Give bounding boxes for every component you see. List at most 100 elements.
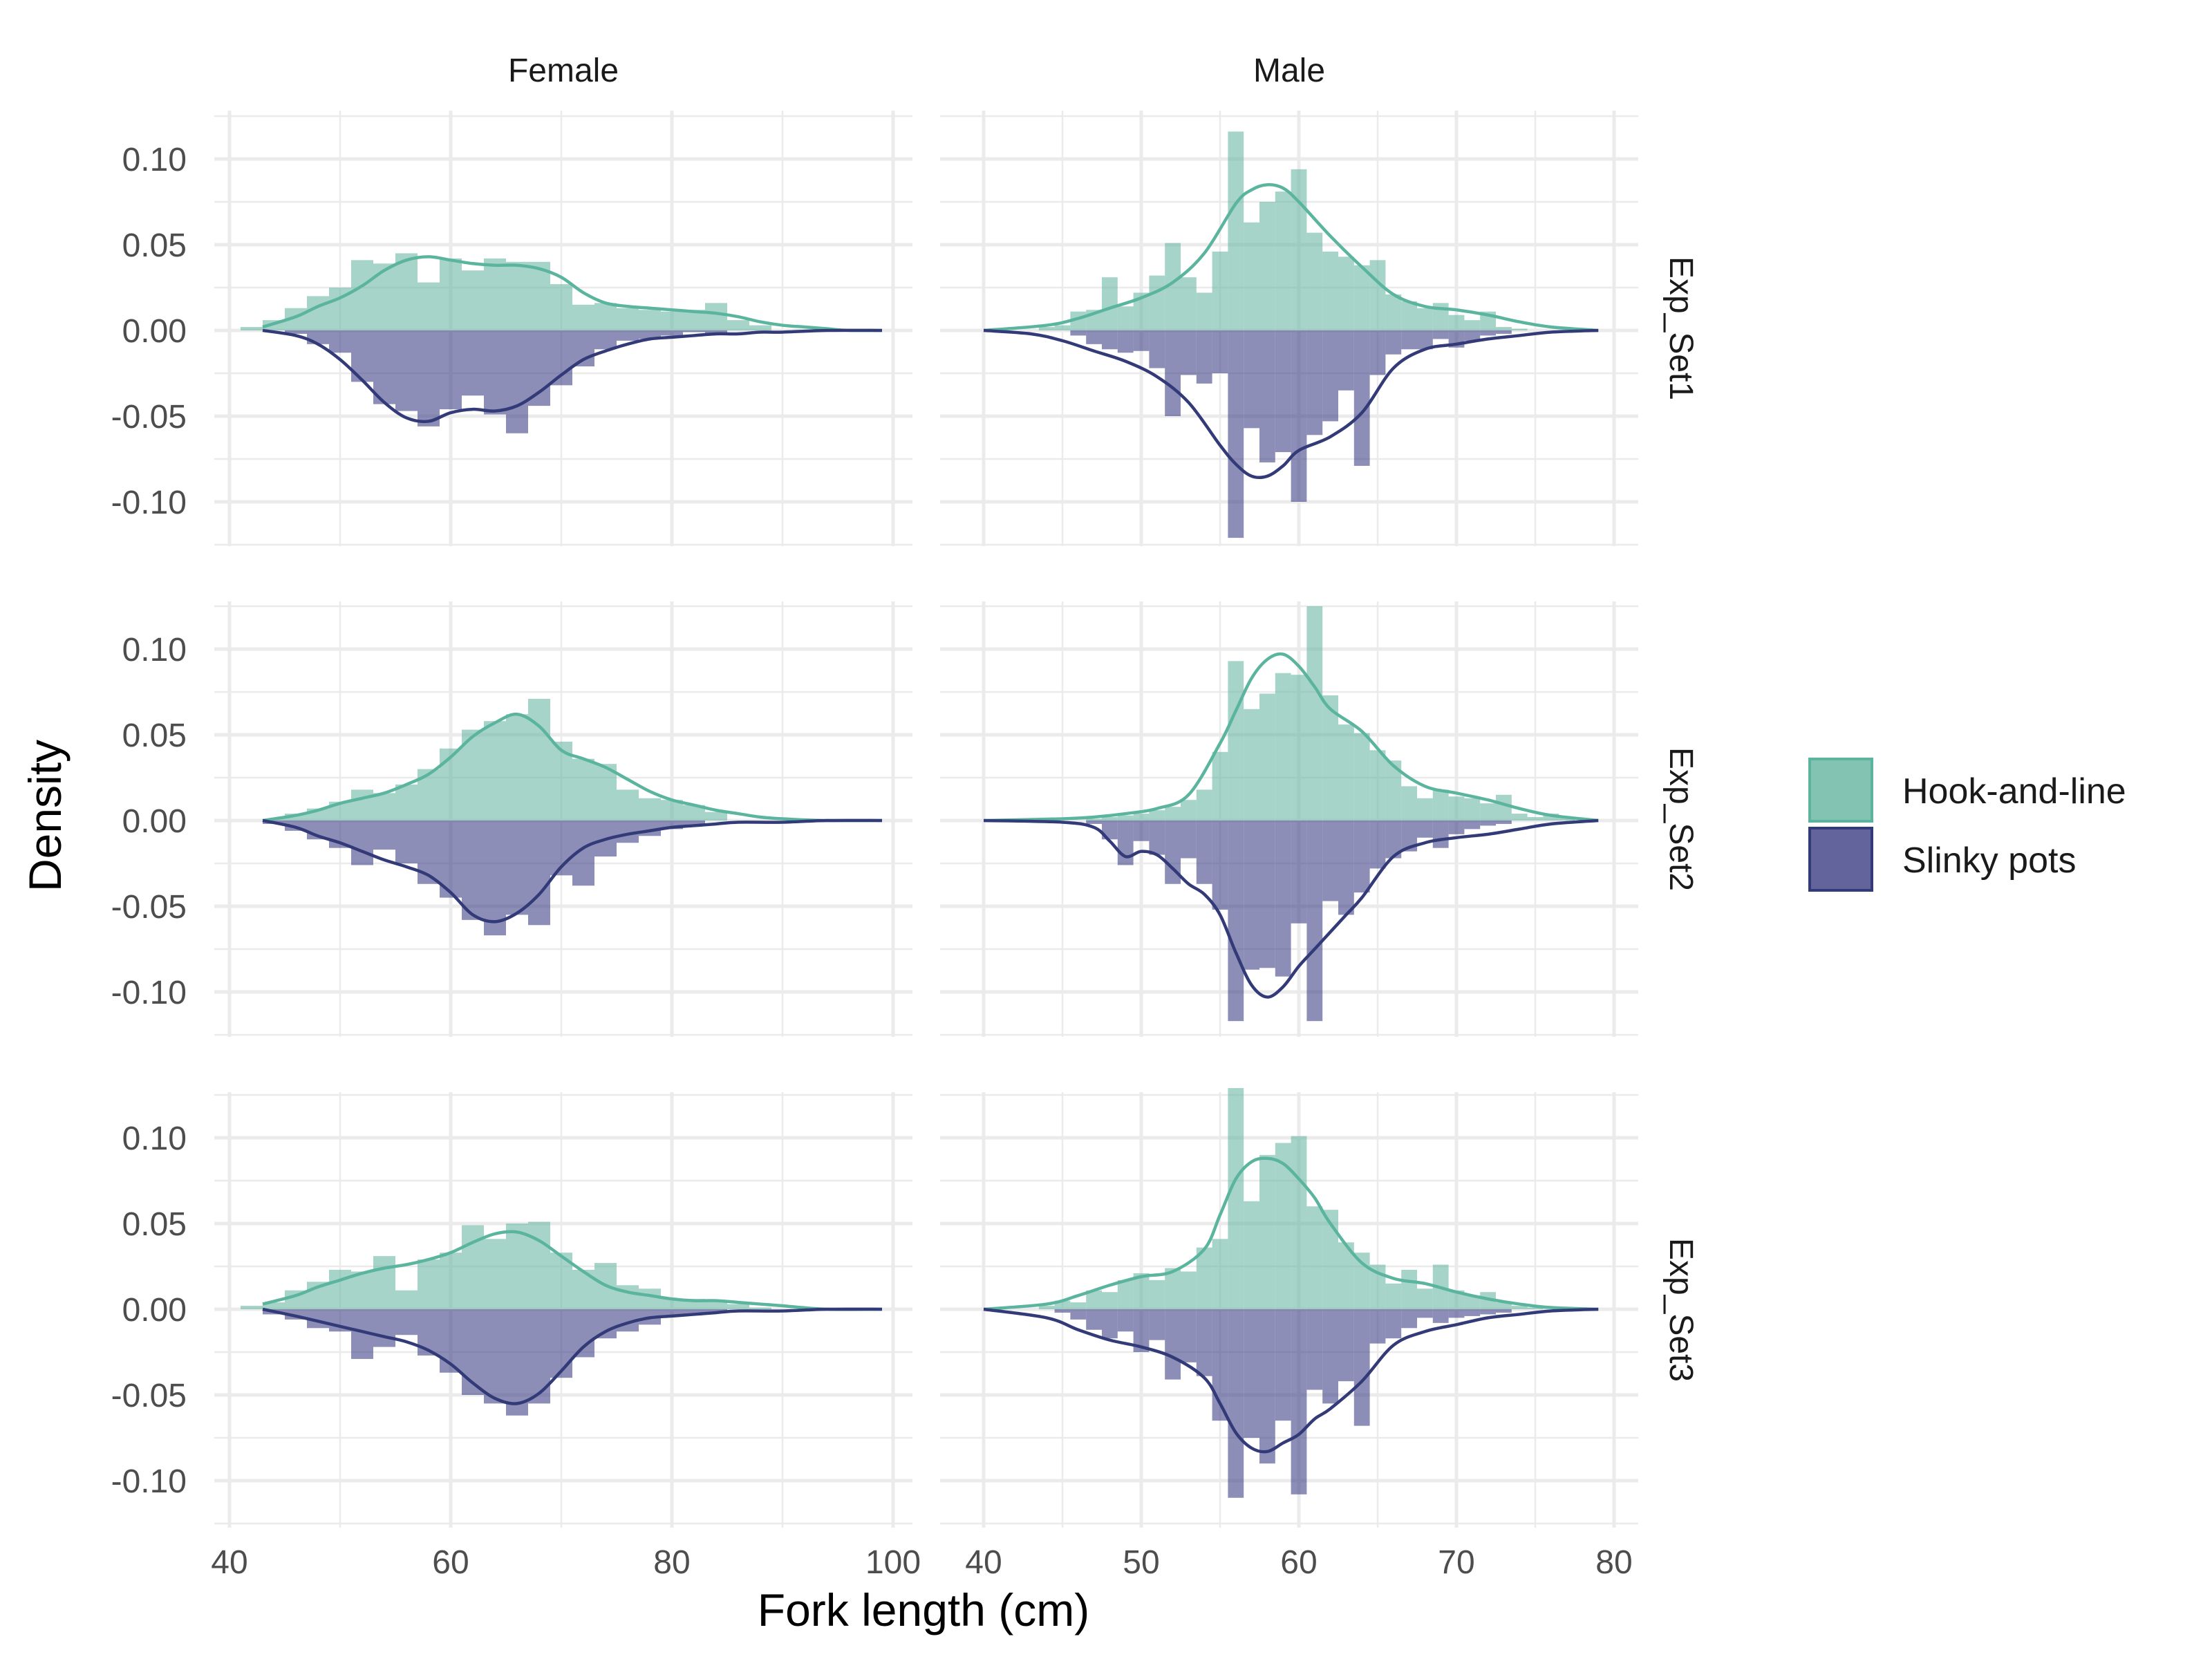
hook-and-line-bar [1401, 786, 1417, 821]
row-strip-label: Exp_Set1 [1662, 256, 1699, 400]
slinky-pots-bar [1070, 1309, 1087, 1320]
hook-and-line-bar [373, 1256, 395, 1309]
hook-and-line-bar [1511, 328, 1528, 330]
hook-and-line-bar [550, 284, 572, 330]
row-strip-label: Exp_Set2 [1662, 747, 1699, 891]
slinky-pots-bar [661, 1309, 683, 1316]
hook-and-line-bar [1165, 807, 1181, 821]
slinky-pots-bar [1496, 330, 1512, 334]
hook-and-line-bar [1102, 277, 1118, 330]
hook-and-line-bar [373, 263, 395, 330]
slinky-pots-bar [1244, 1309, 1259, 1438]
x-tick-label: 40 [211, 1544, 247, 1581]
slinky-pots-bar [1244, 330, 1259, 429]
slinky-pots-bar [395, 330, 418, 411]
hook-and-line-bar [661, 311, 683, 330]
hook-and-line-bar [395, 1290, 418, 1309]
slinky-pots-bar [462, 330, 484, 396]
slinky-pots-bar [1385, 821, 1402, 859]
slinky-pots-bar [1353, 821, 1370, 893]
y-tick-label: 0.00 [122, 803, 187, 840]
y-tick-label: 0.00 [122, 1292, 187, 1329]
slinky-pots-bar [1496, 1309, 1512, 1313]
hook-and-line-bar [1338, 1242, 1354, 1309]
slinky-pots-bar [1291, 1309, 1307, 1494]
hook-and-line-bar [1322, 251, 1338, 330]
hook-and-line-bar [484, 258, 506, 330]
y-tick-label: 0.10 [122, 1121, 187, 1157]
hook-and-line-bar [506, 261, 528, 330]
slinky-pots-bar [373, 1309, 395, 1347]
hook-and-line-bar [1133, 814, 1150, 821]
curves-layer [262, 182, 1599, 1454]
hook-and-line-bar [1448, 1290, 1465, 1309]
slinky-pots-density-curve [983, 1307, 1599, 1454]
slinky-pots-bar [418, 1309, 440, 1356]
slinky-pots-bar [1417, 1309, 1433, 1318]
hook-and-line-bar [1117, 1280, 1134, 1309]
slinky-pots-bar [1306, 1309, 1323, 1390]
hook-and-line-bar [1480, 1292, 1496, 1309]
slinky-pots-bar [1401, 330, 1417, 350]
slinky-pots-bar [1228, 821, 1244, 1022]
slinky-pots-bar [1149, 821, 1165, 855]
y-tick-label: -0.10 [111, 485, 187, 521]
hook-and-line-bar [1086, 1290, 1102, 1309]
slinky-pots-bar [462, 1309, 484, 1395]
hook-and-line-bar [1527, 1307, 1544, 1309]
hook-and-line-bar [440, 1253, 462, 1309]
slinky-pots-bar [1480, 330, 1496, 336]
slinky-pots-bar [1102, 1309, 1118, 1339]
hook-and-line-bar [749, 1307, 771, 1309]
hook-and-line-bar [1117, 815, 1134, 821]
slinky-pots-bar [1432, 821, 1449, 848]
hook-and-line-bar [1133, 1273, 1150, 1309]
slinky-pots-density-curve [262, 328, 883, 424]
hook-and-line-bar [1369, 260, 1386, 330]
x-tick-label: 70 [1438, 1544, 1474, 1581]
slinky-pots-bar [1322, 1309, 1338, 1404]
hook-and-line-bar [1464, 798, 1481, 821]
slinky-pots-bar [418, 330, 440, 427]
slinky-pots-density-curve [983, 818, 1599, 999]
hook-and-line-density-curve [983, 652, 1599, 823]
hook-and-line-bar [1228, 661, 1244, 821]
hook-and-line-bar [1165, 243, 1181, 330]
slinky-pots-bar [1117, 1309, 1134, 1332]
hook-and-line-bar [395, 253, 418, 330]
hook-and-line-bar [617, 789, 639, 821]
hook-and-line-bar [572, 758, 594, 821]
slinky-pots-density-curve [262, 818, 883, 924]
slinky-pots-bar [1338, 330, 1354, 391]
slinky-pots-bar [1054, 1309, 1071, 1313]
hook-and-line-bar [1496, 1302, 1512, 1309]
row-strip-label: Exp_Set3 [1662, 1238, 1699, 1382]
hook-and-line-bar [1228, 1088, 1244, 1309]
hook-and-line-bar [1401, 301, 1417, 330]
hook-and-line-bar [1259, 693, 1275, 821]
hook-and-line-bar [1527, 817, 1544, 821]
hook-and-line-bar [572, 304, 594, 330]
hook-and-line-bar [1369, 750, 1386, 821]
slinky-pots-bar [1369, 821, 1386, 869]
slinky-pots-bar [1259, 821, 1275, 968]
x-tick-label: 80 [653, 1544, 690, 1581]
slinky-pots-bar [705, 1309, 727, 1313]
slinky-pots-bar [1480, 821, 1496, 826]
hook-and-line-bar [1181, 800, 1197, 821]
hook-and-line-bar [241, 327, 263, 330]
hook-and-line-bar [1149, 275, 1165, 330]
slinky-pots-bar [1480, 1309, 1496, 1315]
hook-and-line-bar [1385, 760, 1402, 821]
slinky-pots-bar [484, 1309, 506, 1404]
slinky-pots-bar [1228, 330, 1244, 538]
slinky-pots-bar [1353, 1309, 1370, 1426]
slinky-pots-bar [1212, 821, 1228, 910]
y-tick-label: -0.10 [111, 1463, 187, 1500]
hook-and-line-bar [1448, 315, 1465, 330]
hook-and-line-bar [639, 798, 661, 821]
bars-exp_set1-female [241, 253, 771, 433]
hook-and-line-bar [285, 814, 307, 821]
y-tick-label: 0.00 [122, 313, 187, 350]
